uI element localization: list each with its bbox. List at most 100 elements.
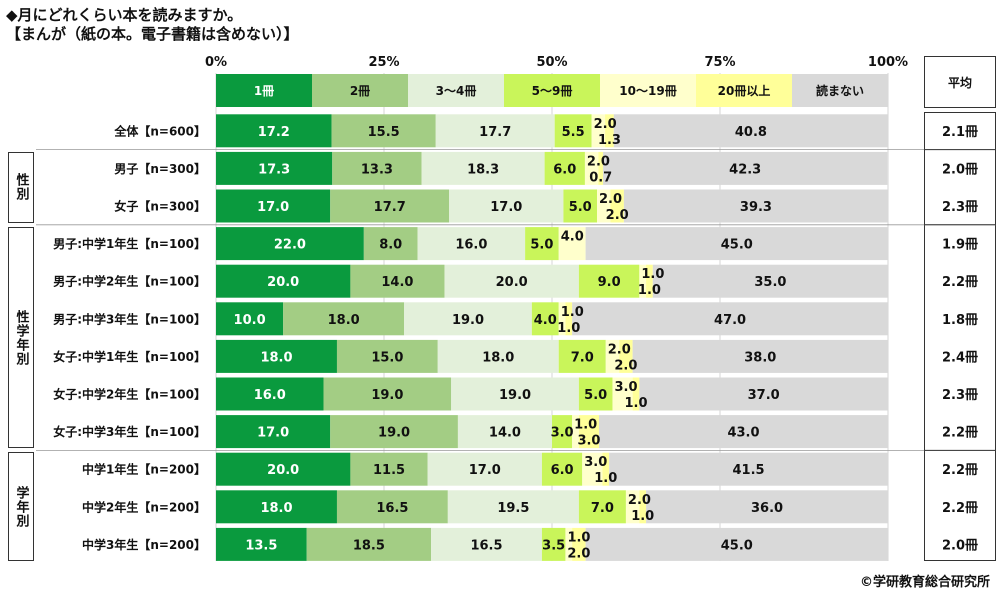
average-value: 2.4冊 bbox=[942, 350, 978, 365]
x-tick-label: 50% bbox=[536, 55, 567, 70]
legend-label: 2冊 bbox=[350, 84, 370, 98]
bar-segment bbox=[623, 189, 888, 223]
data-label: 13.5 bbox=[245, 538, 277, 553]
bar-segment bbox=[605, 339, 620, 373]
bar-segment bbox=[427, 452, 542, 486]
bar-segment bbox=[330, 415, 458, 449]
average-value: 1.9冊 bbox=[942, 238, 978, 253]
bar-segment bbox=[652, 264, 888, 298]
category-label: 女子:中学1年生【n=100】 bbox=[53, 349, 206, 364]
x-tick-label: 25% bbox=[368, 55, 399, 70]
category-label: 男子:中学3年生【n=100】 bbox=[53, 311, 206, 326]
legend-label: 10～19冊 bbox=[619, 84, 676, 98]
bar-segment bbox=[306, 527, 432, 561]
average-table-frame bbox=[924, 112, 996, 561]
category-label: 男子:中学1年生【n=100】 bbox=[53, 236, 206, 251]
data-label: 40.8 bbox=[735, 125, 767, 140]
data-label: 45.0 bbox=[721, 238, 753, 253]
legend-swatch bbox=[216, 74, 312, 107]
bar-segment bbox=[447, 490, 579, 524]
data-label: 17.0 bbox=[469, 463, 501, 478]
bar-segment bbox=[572, 302, 888, 336]
bar-segment bbox=[599, 415, 888, 449]
data-label: 43.0 bbox=[727, 426, 759, 441]
data-label: 2.0 bbox=[594, 117, 617, 132]
data-label: 35.0 bbox=[754, 275, 786, 290]
bar-segment bbox=[417, 227, 526, 261]
data-label: 45.0 bbox=[721, 538, 753, 553]
data-label: 16.5 bbox=[470, 538, 502, 553]
average-value: 2.0冊 bbox=[942, 538, 978, 553]
data-label: 16.5 bbox=[376, 501, 408, 516]
legend-swatch bbox=[504, 74, 600, 107]
data-label: 1.0 bbox=[574, 418, 597, 433]
bar-segment bbox=[216, 264, 351, 298]
average-value: 2.3冊 bbox=[942, 388, 978, 403]
x-tick-label: 0% bbox=[205, 55, 227, 70]
bar-segment bbox=[585, 227, 888, 261]
average-value: 2.3冊 bbox=[942, 200, 978, 215]
data-label: 18.0 bbox=[328, 313, 360, 328]
data-label: 3.5 bbox=[542, 538, 565, 553]
data-label: 7.0 bbox=[571, 350, 594, 365]
bar-segment bbox=[216, 114, 332, 148]
category-label: 中学2年生【n=200】 bbox=[82, 499, 206, 514]
data-label: 4.0 bbox=[561, 230, 584, 245]
category-label: 女子:中学2年生【n=100】 bbox=[53, 387, 206, 402]
data-label: 18.0 bbox=[260, 501, 292, 516]
data-label: 14.0 bbox=[381, 275, 413, 290]
data-label: 6.0 bbox=[551, 463, 574, 478]
data-label: 18.5 bbox=[353, 538, 385, 553]
bar-segment bbox=[554, 114, 592, 148]
data-label: 18.3 bbox=[467, 162, 499, 177]
data-label: 13.3 bbox=[361, 162, 393, 177]
data-label: 2.0 bbox=[608, 342, 631, 357]
data-label: 20.0 bbox=[496, 275, 528, 290]
bar-segment bbox=[582, 452, 603, 486]
data-label: 17.0 bbox=[257, 426, 289, 441]
bar-segment bbox=[565, 527, 573, 561]
category-label: 男子:中学2年生【n=100】 bbox=[53, 274, 206, 289]
data-label: 2.0 bbox=[599, 192, 622, 207]
data-label: 7.0 bbox=[591, 501, 614, 516]
data-label: 2.0 bbox=[628, 493, 651, 508]
data-label: 2.0 bbox=[587, 154, 610, 169]
data-label: 1.0 bbox=[557, 321, 580, 336]
data-label: 2.0 bbox=[614, 358, 637, 373]
bar-segment bbox=[605, 114, 614, 148]
bar-segment bbox=[591, 114, 606, 148]
bar-segment bbox=[336, 490, 448, 524]
bar-segment bbox=[216, 151, 333, 185]
legend-swatch bbox=[312, 74, 408, 107]
chart-subtitle: 【まんが（紙の本。電子書籍は含めない）】 bbox=[6, 25, 299, 43]
data-label: 6.0 bbox=[553, 162, 576, 177]
data-label: 1.3 bbox=[598, 133, 621, 148]
data-label: 20.0 bbox=[267, 275, 299, 290]
data-label: 47.0 bbox=[714, 313, 746, 328]
copyright-text: ©学研教育総合研究所 bbox=[859, 575, 990, 590]
bar-segment bbox=[331, 114, 436, 148]
bar-segment bbox=[632, 377, 640, 411]
bar-segment bbox=[632, 339, 888, 373]
data-label: 1.0 bbox=[594, 471, 617, 486]
bar-segment bbox=[597, 189, 611, 223]
legend-swatch bbox=[600, 74, 696, 107]
bar-segment bbox=[541, 527, 566, 561]
legend-swatch bbox=[408, 74, 504, 107]
bar-segment bbox=[216, 490, 337, 524]
group-label: 学年別 bbox=[13, 485, 29, 528]
bar-segment bbox=[330, 189, 450, 223]
data-label: 36.0 bbox=[751, 501, 783, 516]
legend-swatch bbox=[696, 74, 792, 107]
category-label: 中学1年生【n=200】 bbox=[82, 462, 206, 477]
bar-segment bbox=[531, 302, 559, 336]
bar-segment bbox=[541, 452, 583, 486]
average-value: 2.2冊 bbox=[942, 426, 978, 441]
bar-segment bbox=[585, 527, 888, 561]
bar-segment bbox=[639, 490, 647, 524]
bar-segment bbox=[572, 527, 586, 561]
bar-segment bbox=[578, 377, 613, 411]
category-label: 男子【n=300】 bbox=[114, 161, 206, 176]
bar-segment bbox=[216, 339, 337, 373]
data-label: 19.0 bbox=[371, 388, 403, 403]
